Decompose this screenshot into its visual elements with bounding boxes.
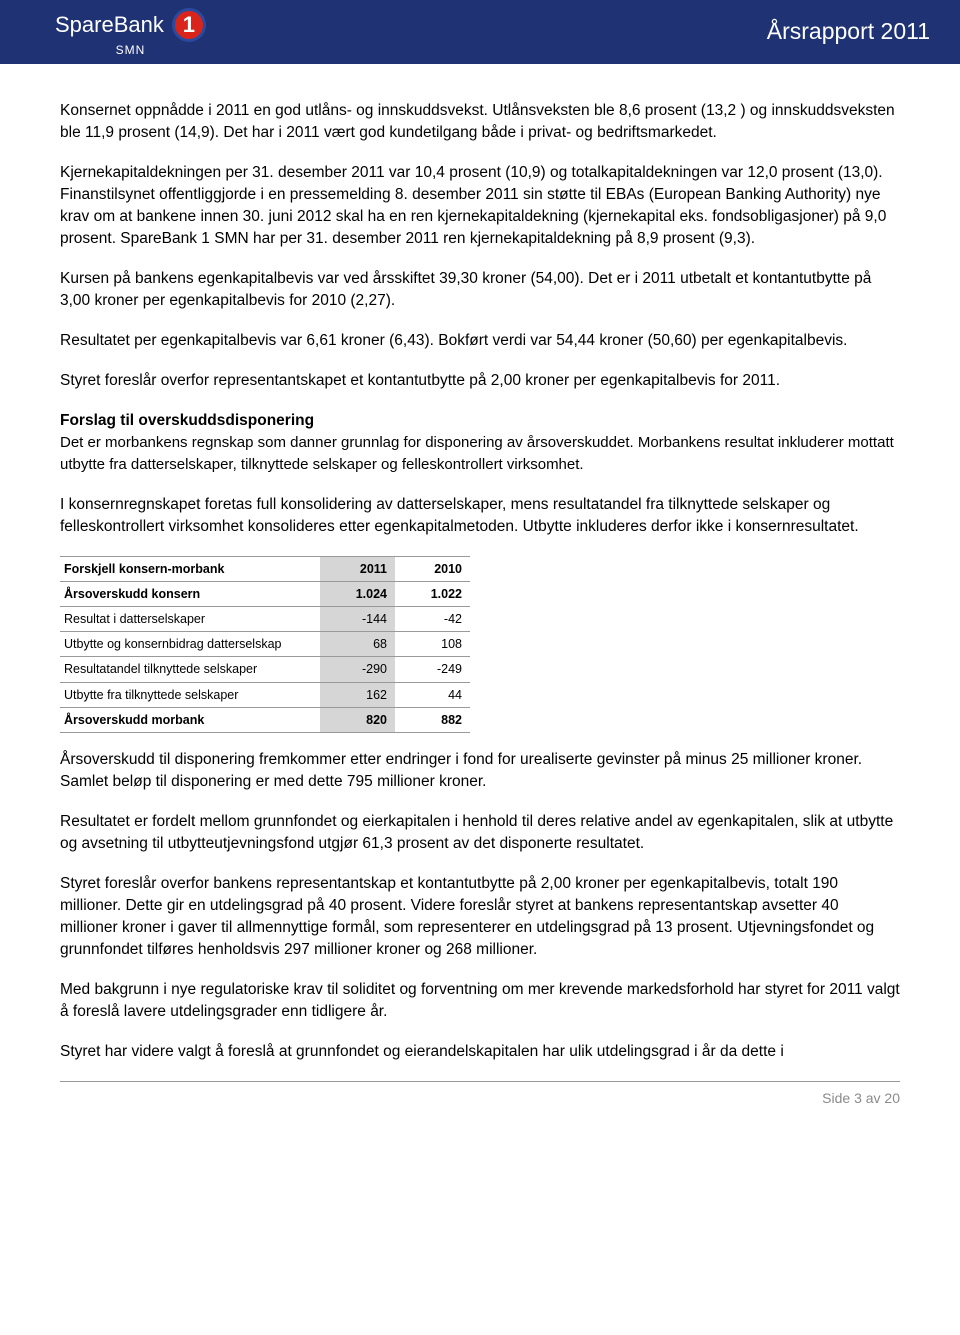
table-cell: Utbytte og konsernbidrag datterselskap	[60, 632, 320, 657]
logo-brand: SpareBank	[55, 14, 164, 36]
header-bar: SpareBank 1 SMN Årsrapport 2011	[0, 0, 960, 64]
table-cell: Årsoverskudd konsern	[60, 582, 320, 607]
section-block: Forslag til overskuddsdisponering Det er…	[60, 410, 900, 476]
paragraph: Styret foreslår overfor bankens represen…	[60, 873, 900, 961]
table-cell: Resultat i datterselskaper	[60, 607, 320, 632]
page-footer: Side 3 av 20	[60, 1081, 900, 1122]
table-row: Utbytte fra tilknyttede selskaper 162 44	[60, 682, 470, 707]
table-row: Resultat i datterselskaper -144 -42	[60, 607, 470, 632]
paragraph: Det er morbankens regnskap som danner gr…	[60, 434, 894, 473]
paragraph: Kjernekapitaldekningen per 31. desember …	[60, 162, 900, 250]
table-cell: 162	[320, 682, 395, 707]
paragraph: I konsernregnskapet foretas full konsoli…	[60, 494, 900, 538]
logo-badge-icon: 1	[172, 8, 206, 42]
table-cell: 820	[320, 707, 395, 732]
difference-table: Forskjell konsern-morbank 2011 2010 Årso…	[60, 556, 470, 733]
table-cell: 1.022	[395, 582, 470, 607]
table-cell: 882	[395, 707, 470, 732]
section-heading: Forslag til overskuddsdisponering	[60, 410, 900, 432]
table-cell: -42	[395, 607, 470, 632]
logo: SpareBank 1 SMN	[55, 8, 206, 56]
paragraph: Kursen på bankens egenkapitalbevis var v…	[60, 268, 900, 312]
table-header: Forskjell konsern-morbank	[60, 556, 320, 581]
table-header: 2010	[395, 556, 470, 581]
logo-sub: SMN	[116, 44, 146, 56]
table-row: Resultatandel tilknyttede selskaper -290…	[60, 657, 470, 682]
paragraph: Konsernet oppnådde i 2011 en god utlåns-…	[60, 100, 900, 144]
table-cell: 1.024	[320, 582, 395, 607]
report-title: Årsrapport 2011	[767, 15, 930, 48]
paragraph: Styret har videre valgt å foreslå at gru…	[60, 1041, 900, 1063]
paragraph: Årsoverskudd til disponering fremkommer …	[60, 749, 900, 793]
table-cell: Utbytte fra tilknyttede selskaper	[60, 682, 320, 707]
paragraph: Resultatet per egenkapitalbevis var 6,61…	[60, 330, 900, 352]
table-row: Årsoverskudd morbank 820 882	[60, 707, 470, 732]
table-row: Utbytte og konsernbidrag datterselskap 6…	[60, 632, 470, 657]
table-cell: Resultatandel tilknyttede selskaper	[60, 657, 320, 682]
paragraph: Med bakgrunn i nye regulatoriske krav ti…	[60, 979, 900, 1023]
paragraph: Resultatet er fordelt mellom grunnfondet…	[60, 811, 900, 855]
table-cell: -249	[395, 657, 470, 682]
table-cell: -144	[320, 607, 395, 632]
table-cell: -290	[320, 657, 395, 682]
paragraph: Styret foreslår overfor representantskap…	[60, 370, 900, 392]
table-row: Årsoverskudd konsern 1.024 1.022	[60, 582, 470, 607]
table-header: 2011	[320, 556, 395, 581]
table-cell: Årsoverskudd morbank	[60, 707, 320, 732]
page-number: Side 3 av 20	[822, 1090, 900, 1106]
table-cell: 68	[320, 632, 395, 657]
page-content: Konsernet oppnådde i 2011 en god utlåns-…	[0, 64, 960, 1063]
table-cell: 44	[395, 682, 470, 707]
table-cell: 108	[395, 632, 470, 657]
